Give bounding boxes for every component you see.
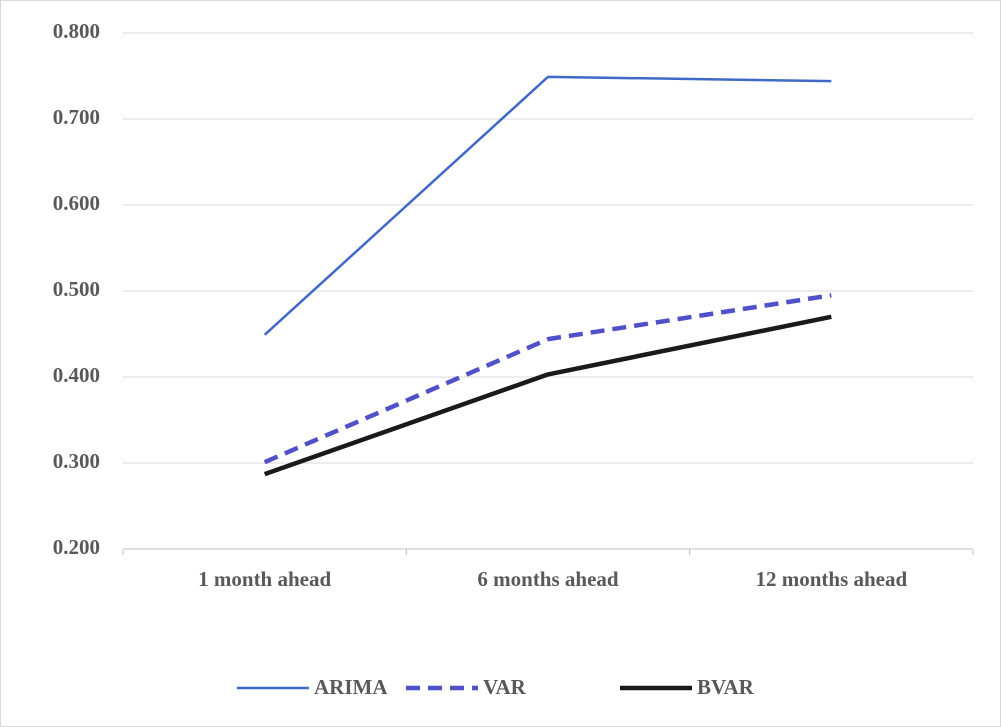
y-tick-label: 0.700 bbox=[53, 105, 100, 129]
series-line bbox=[263, 314, 832, 477]
y-tick-label: 0.500 bbox=[53, 277, 100, 301]
legend-label: VAR bbox=[483, 675, 527, 699]
y-tick-label: 0.800 bbox=[53, 19, 100, 43]
y-tick-label: 0.400 bbox=[53, 363, 100, 387]
legend-label: ARIMA bbox=[314, 675, 388, 699]
y-tick-label: 0.300 bbox=[53, 449, 100, 473]
series-line bbox=[263, 75, 832, 336]
x-tick-label: 12 months ahead bbox=[755, 567, 907, 591]
x-tick-label: 6 months ahead bbox=[477, 567, 619, 591]
x-tick-label: 1 month ahead bbox=[198, 567, 331, 591]
y-tick-label: 0.600 bbox=[53, 191, 100, 215]
legend-label: BVAR bbox=[697, 675, 755, 699]
y-tick-label: 0.200 bbox=[53, 535, 100, 559]
series-line bbox=[263, 293, 832, 465]
